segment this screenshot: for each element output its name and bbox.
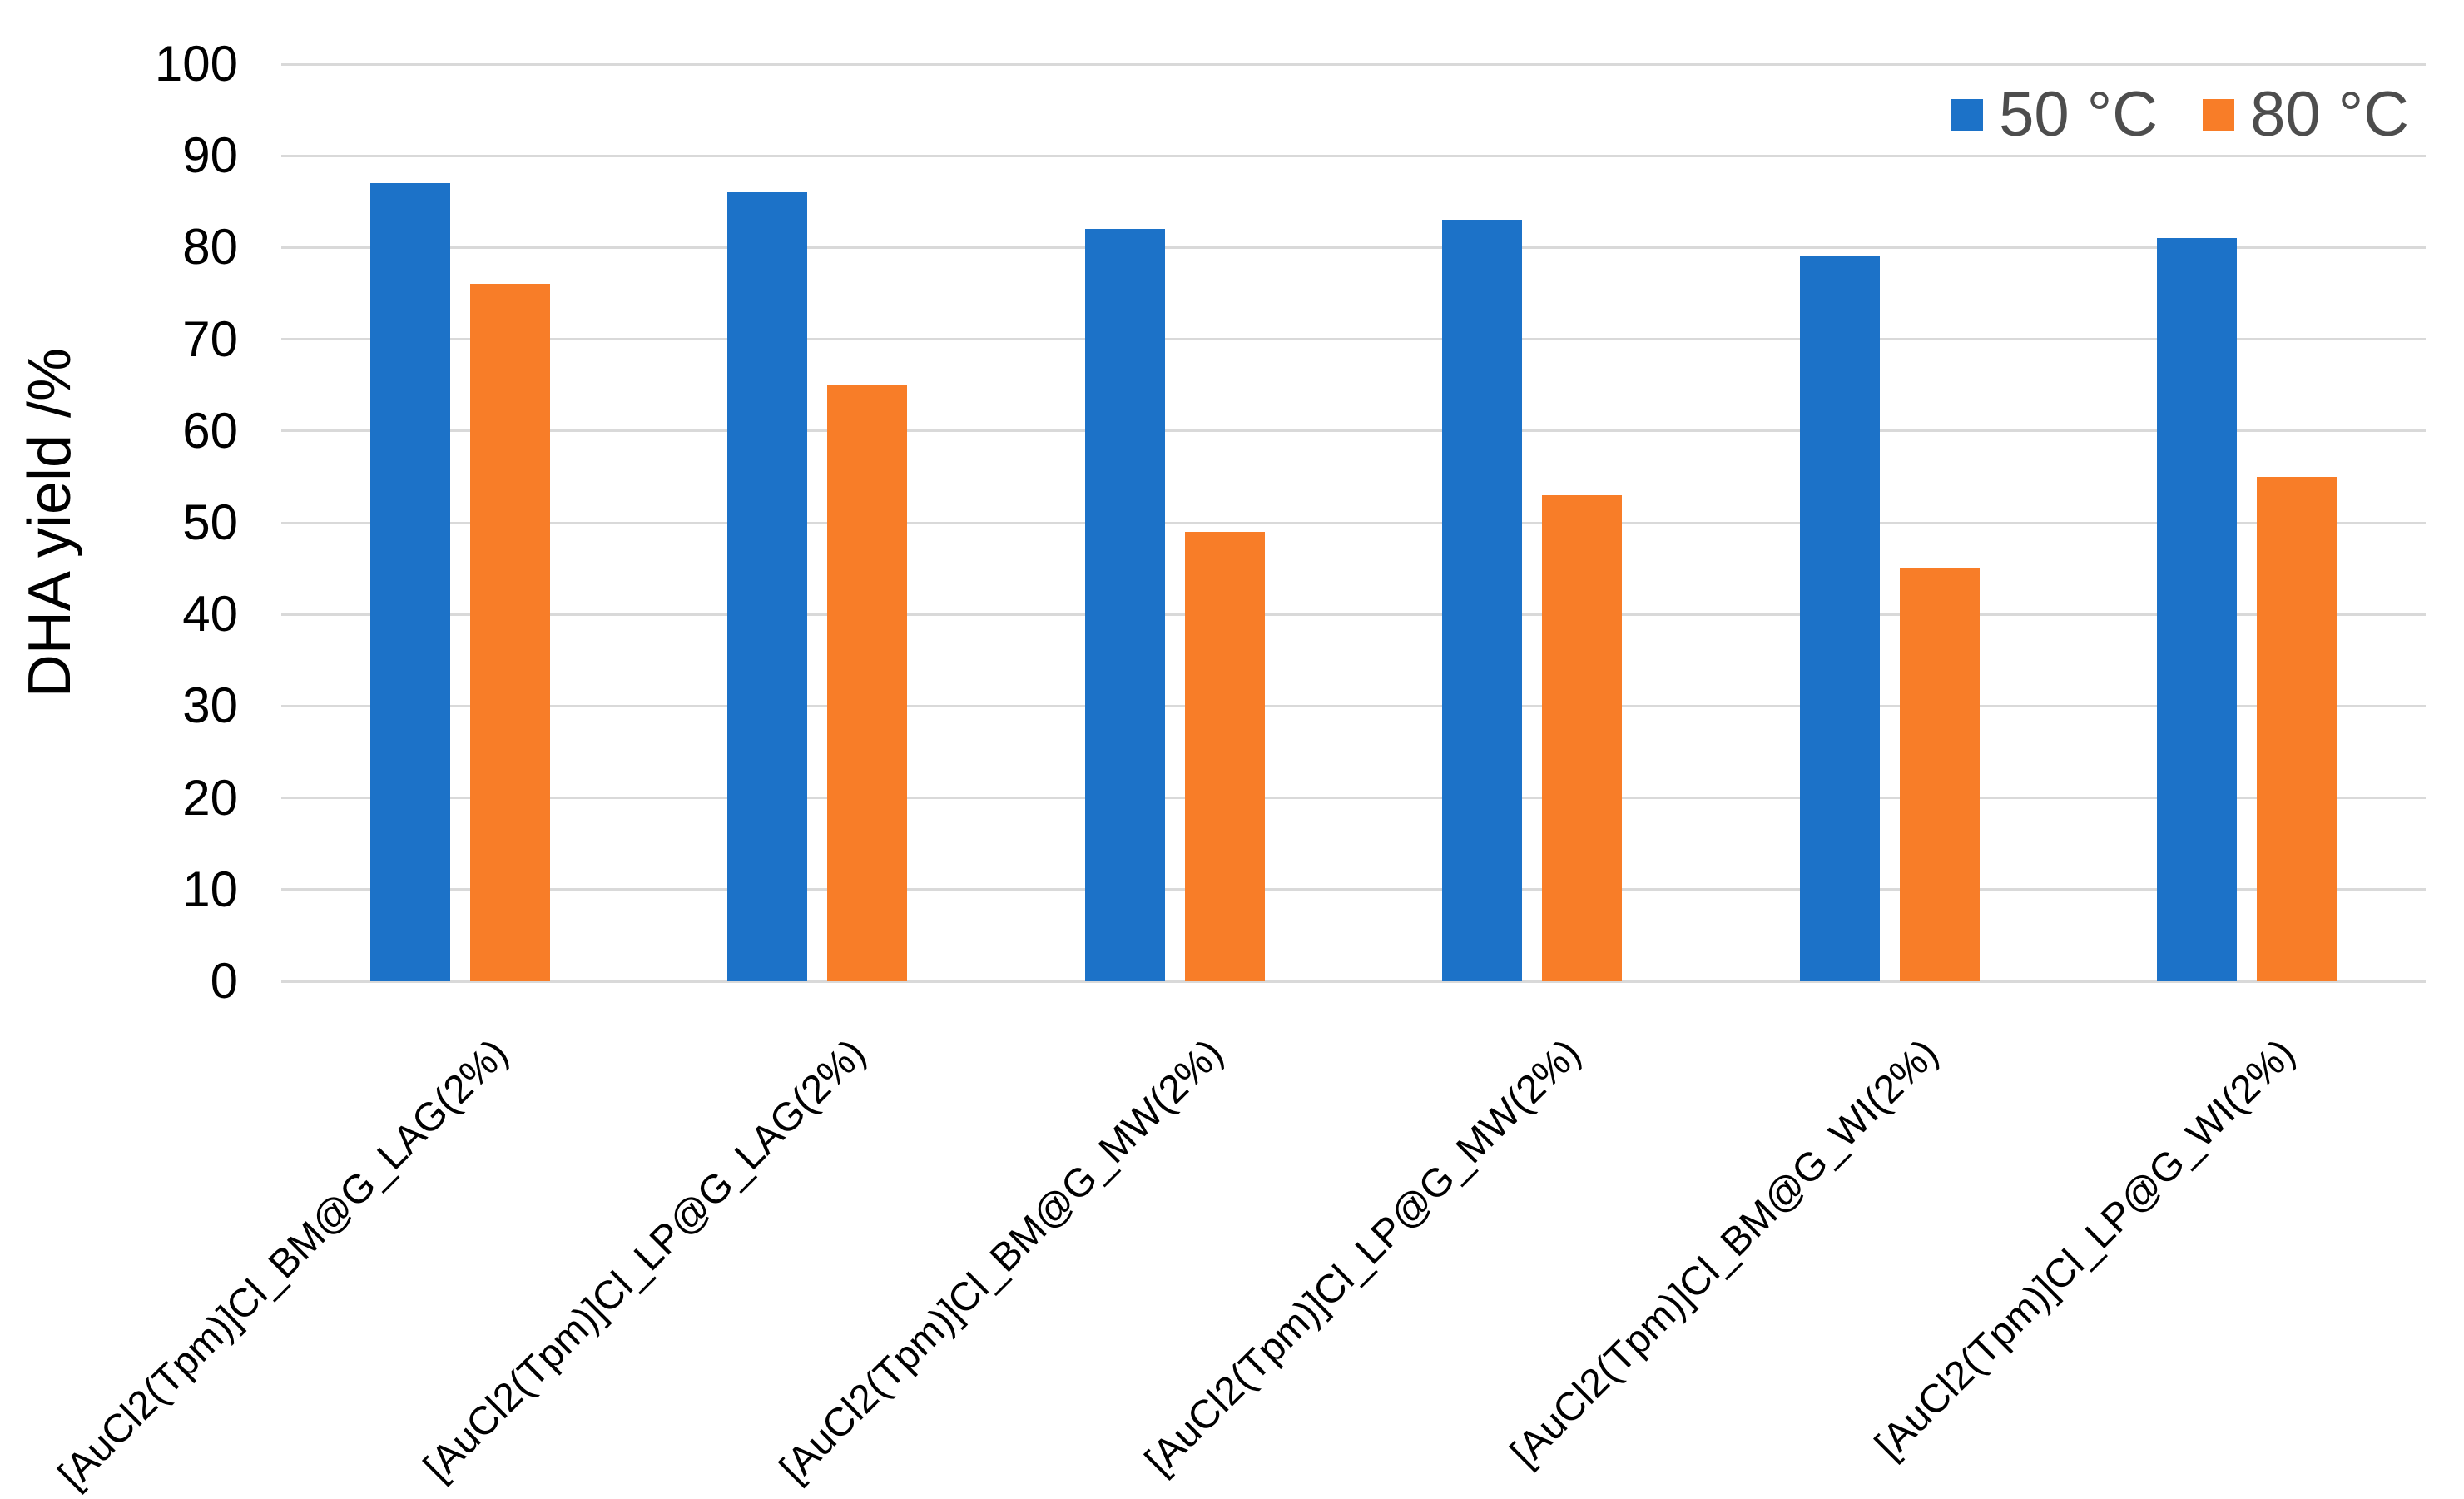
- gridline-70: [281, 338, 2426, 341]
- bar-series1-cat0: [469, 284, 550, 981]
- bar-series0-cat5: [2157, 238, 2238, 981]
- legend: 50 °C 80 °C: [1951, 80, 2409, 150]
- y-tick-label-10: 10: [182, 861, 238, 917]
- y-tick-label-50: 50: [182, 494, 238, 550]
- y-tick-label-30: 30: [182, 678, 238, 734]
- y-tick-label-70: 70: [182, 310, 238, 367]
- gridline-40: [281, 613, 2426, 616]
- legend-label-1: 80 °C: [2250, 79, 2409, 150]
- x-category-label-1: [AuCl2(Tpm)]Cl_LP@G_LAG(2%): [415, 1030, 875, 1490]
- x-category-label-5: [AuCl2(Tpm)]Cl_LP@G_WI(2%): [1867, 1030, 2304, 1468]
- bar-series0-cat0: [369, 183, 450, 981]
- legend-label-0: 50 °C: [1999, 79, 2159, 150]
- legend-swatch-icon-0: [1951, 99, 1984, 131]
- gridline-50: [281, 521, 2426, 524]
- bar-series1-cat5: [2257, 476, 2338, 981]
- y-tick-label-20: 20: [182, 769, 238, 826]
- bar-series1-cat4: [1899, 568, 1980, 981]
- gridline-90: [281, 154, 2426, 157]
- x-category-label-4: [AuCl2(Tpm)]Cl_BM@G_WI(2%): [1501, 1030, 1946, 1476]
- gridline-100: [281, 62, 2426, 66]
- bar-series1-cat1: [827, 385, 908, 981]
- y-tick-label-60: 60: [182, 402, 238, 459]
- legend-item-0: 50 °C: [1951, 82, 2158, 148]
- gridline-20: [281, 797, 2426, 800]
- bar-series1-cat3: [1542, 494, 1623, 981]
- gridline-10: [281, 888, 2426, 891]
- gridline-0: [281, 980, 2426, 983]
- x-category-label-3: [AuCl2(Tpm)]Cl_LP@G_MW(2%): [1137, 1030, 1589, 1484]
- bar-series0-cat4: [1799, 256, 1880, 981]
- y-tick-label-100: 100: [154, 36, 238, 92]
- legend-swatch-icon-1: [2203, 99, 2235, 131]
- y-tick-label-90: 90: [182, 127, 238, 184]
- bar-series1-cat2: [1184, 532, 1265, 981]
- bar-series0-cat1: [727, 192, 808, 981]
- x-category-label-2: [AuCl2(Tpm)]Cl_BM@G_MW(2%): [771, 1030, 1232, 1492]
- y-tick-label-40: 40: [182, 586, 238, 643]
- bar-series0-cat2: [1084, 229, 1165, 981]
- bar-series0-cat3: [1442, 220, 1523, 981]
- gridline-30: [281, 704, 2426, 707]
- y-tick-label-0: 0: [210, 953, 238, 1009]
- y-tick-label-80: 80: [182, 219, 238, 275]
- gridline-80: [281, 246, 2426, 249]
- legend-item-1: 80 °C: [2203, 82, 2409, 148]
- gridline-60: [281, 429, 2426, 433]
